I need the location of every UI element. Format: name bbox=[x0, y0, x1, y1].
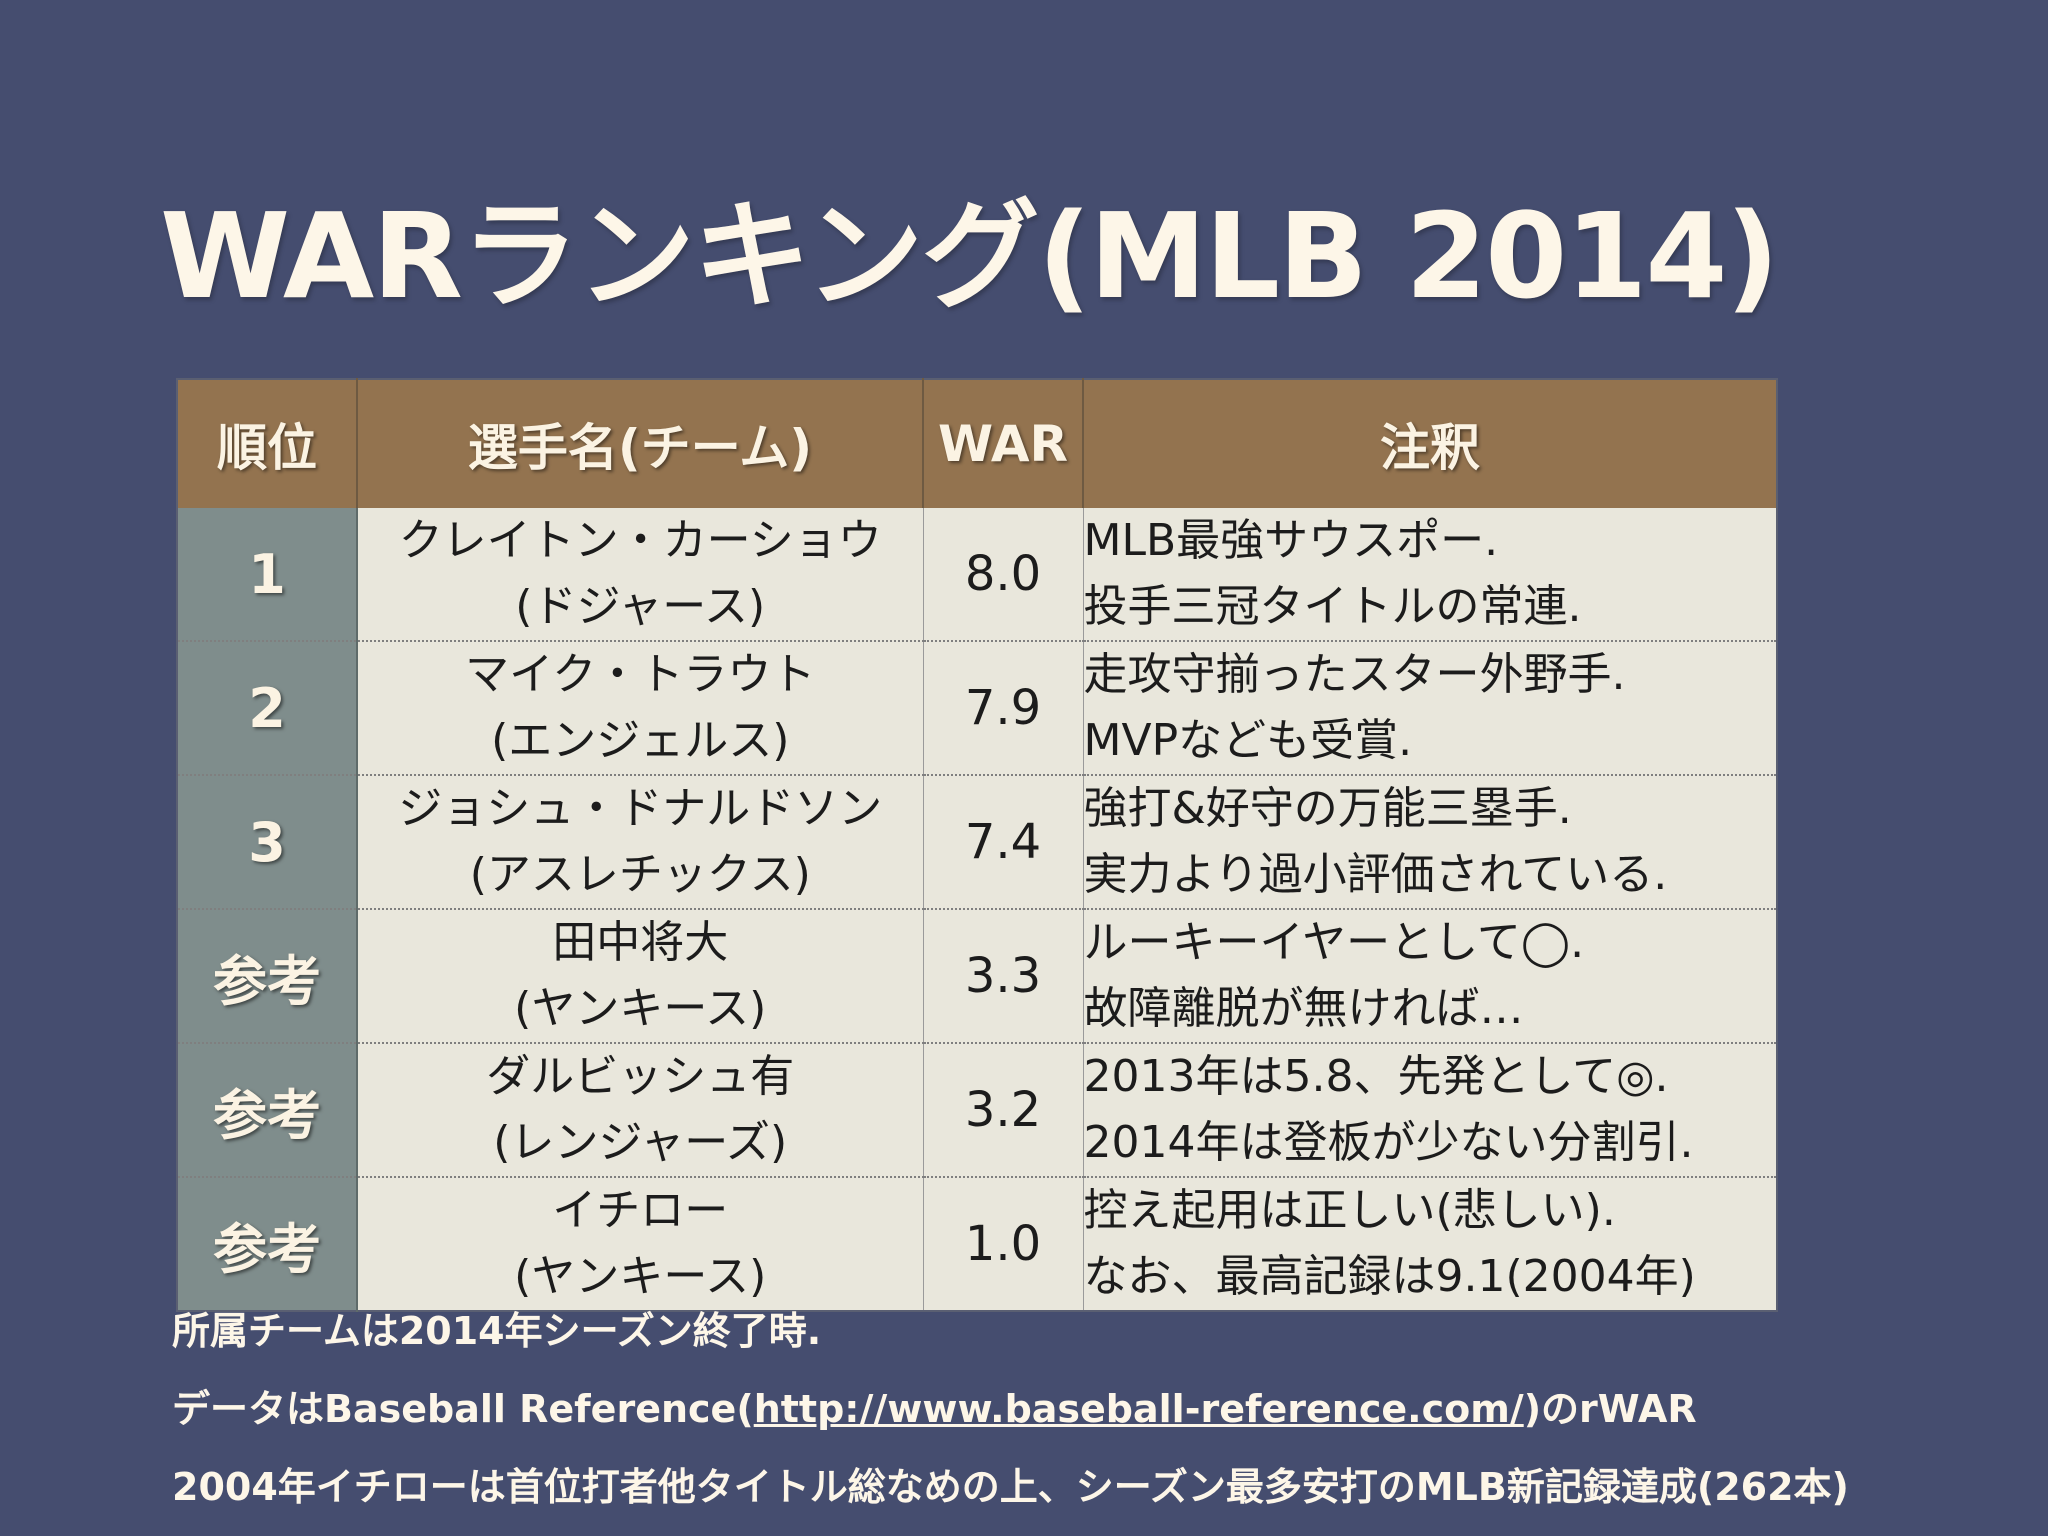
note-line-2: 故障離脱が無ければ… bbox=[1083, 983, 1524, 1034]
player-cell: マイク・トラウト (エンジェルス) bbox=[357, 641, 924, 776]
footnote-source-suffix: )のrWAR bbox=[1523, 1387, 1697, 1431]
war-value: 7.9 bbox=[923, 641, 1084, 776]
note-line-1: MLB最強サウスポー. bbox=[1083, 515, 1499, 566]
table-row: 参考 ダルビッシュ有 (レンジャーズ) 3.2 2013年は5.8、先発として◎… bbox=[177, 1043, 1777, 1178]
rank-cell: 参考 bbox=[177, 909, 358, 1044]
war-value: 8.0 bbox=[923, 508, 1084, 642]
player-team: (ヤンキース) bbox=[514, 983, 767, 1034]
player-name: クレイトン・カーショウ bbox=[398, 515, 882, 566]
note-line-2: 投手三冠タイトルの常連. bbox=[1083, 581, 1582, 632]
player-name: マイク・トラウト bbox=[465, 649, 816, 700]
table-row: 参考 田中将大 (ヤンキース) 3.3 ルーキーイヤーとして◯. 故障離脱が無け… bbox=[177, 909, 1777, 1044]
table-row: 3 ジョシュ・ドナルドソン (アスレチックス) 7.4 強打&好守の万能三塁手.… bbox=[177, 775, 1777, 910]
note-line-1: 走攻守揃ったスター外野手. bbox=[1083, 649, 1626, 700]
rank-cell: 1 bbox=[177, 508, 358, 642]
player-team: (アスレチックス) bbox=[469, 849, 811, 900]
player-team: (ヤンキース) bbox=[514, 1251, 767, 1302]
player-cell: イチロー (ヤンキース) bbox=[357, 1177, 924, 1311]
player-name: 田中将大 bbox=[552, 917, 729, 968]
player-team: (ドジャース) bbox=[515, 581, 766, 632]
player-cell: ダルビッシュ有 (レンジャーズ) bbox=[357, 1043, 924, 1178]
rank-cell: 参考 bbox=[177, 1043, 358, 1178]
player-name: イチロー bbox=[552, 1185, 729, 1236]
player-cell: ジョシュ・ドナルドソン (アスレチックス) bbox=[357, 775, 924, 910]
note-line-2: 2014年は登板が少ない分割引. bbox=[1083, 1117, 1694, 1168]
table-row: 参考 イチロー (ヤンキース) 1.0 控え起用は正しい(悲しい). なお、最高… bbox=[177, 1177, 1777, 1311]
table-header-row: 順位 選手名(チーム) WAR 注釈 bbox=[177, 379, 1777, 508]
war-value: 3.2 bbox=[923, 1043, 1084, 1178]
note-cell: ルーキーイヤーとして◯. 故障離脱が無ければ… bbox=[1083, 909, 1777, 1044]
player-name: ジョシュ・ドナルドソン bbox=[398, 783, 883, 834]
header-note: 注釈 bbox=[1083, 379, 1777, 508]
note-cell: 強打&好守の万能三塁手. 実力より過小評価されている. bbox=[1083, 775, 1777, 910]
footnote-ichiro-2004: 2004年イチローは首位打者他タイトル総なめの上、シーズン最多安打のMLB新記録… bbox=[172, 1465, 1849, 1509]
note-line-2: 実力より過小評価されている. bbox=[1083, 849, 1668, 900]
table-row: 2 マイク・トラウト (エンジェルス) 7.9 走攻守揃ったスター外野手. MV… bbox=[177, 641, 1777, 776]
slide-title: WARランキング(MLB 2014) bbox=[160, 187, 1779, 325]
note-line-2: MVPなども受賞. bbox=[1083, 715, 1413, 766]
footnote-team-timing: 所属チームは2014年シーズン終了時. bbox=[172, 1309, 822, 1353]
player-team: (エンジェルス) bbox=[491, 715, 790, 766]
war-value: 1.0 bbox=[923, 1177, 1084, 1311]
note-line-1: 強打&好守の万能三塁手. bbox=[1083, 783, 1572, 834]
table-row: 1 クレイトン・カーショウ (ドジャース) 8.0 MLB最強サウスポー. 投手… bbox=[177, 508, 1777, 642]
rank-cell: 2 bbox=[177, 641, 358, 776]
note-cell: 2013年は5.8、先発として◎. 2014年は登板が少ない分割引. bbox=[1083, 1043, 1777, 1178]
footnote-source-prefix: データはBaseball Reference( bbox=[172, 1387, 754, 1431]
footnotes: 所属チームは2014年シーズン終了時. データはBaseball Referen… bbox=[172, 1292, 1849, 1526]
note-line-2: なお、最高記録は9.1(2004年) bbox=[1083, 1251, 1696, 1302]
player-cell: クレイトン・カーショウ (ドジャース) bbox=[357, 508, 924, 642]
header-rank: 順位 bbox=[177, 379, 358, 508]
player-name: ダルビッシュ有 bbox=[486, 1051, 795, 1102]
header-player: 選手名(チーム) bbox=[357, 379, 924, 508]
war-value: 7.4 bbox=[923, 775, 1084, 910]
header-war: WAR bbox=[923, 379, 1084, 508]
rank-cell: 参考 bbox=[177, 1177, 358, 1311]
note-line-1: 控え起用は正しい(悲しい). bbox=[1083, 1185, 1616, 1236]
note-line-1: ルーキーイヤーとして◯. bbox=[1083, 917, 1585, 968]
note-cell: 走攻守揃ったスター外野手. MVPなども受賞. bbox=[1083, 641, 1777, 776]
note-cell: 控え起用は正しい(悲しい). なお、最高記録は9.1(2004年) bbox=[1083, 1177, 1777, 1311]
footnote-data-source: データはBaseball Reference(http://www.baseba… bbox=[172, 1370, 1849, 1448]
rank-cell: 3 bbox=[177, 775, 358, 910]
baseball-reference-link[interactable]: http://www.baseball-reference.com/ bbox=[753, 1387, 1524, 1431]
player-cell: 田中将大 (ヤンキース) bbox=[357, 909, 924, 1044]
note-line-1: 2013年は5.8、先発として◎. bbox=[1083, 1051, 1669, 1102]
note-cell: MLB最強サウスポー. 投手三冠タイトルの常連. bbox=[1083, 508, 1777, 642]
player-team: (レンジャーズ) bbox=[493, 1117, 788, 1168]
war-ranking-table: 順位 選手名(チーム) WAR 注釈 1 クレイトン・カーショウ (ドジャース)… bbox=[176, 378, 1778, 1312]
war-value: 3.3 bbox=[923, 909, 1084, 1044]
